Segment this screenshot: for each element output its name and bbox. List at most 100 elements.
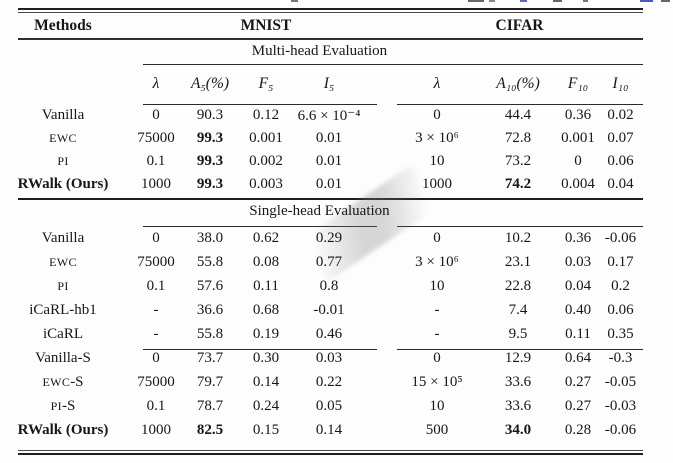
single-head-section-rule	[18, 198, 643, 200]
table-cell: 82.5	[196, 421, 224, 438]
table-cell: 0.01	[315, 176, 343, 192]
table-cell: 0.27	[564, 397, 592, 414]
clipped-text-fragment	[291, 0, 298, 2]
col-header-mnist: MNIST	[240, 16, 292, 34]
method-name: iCaRL-hb1	[18, 298, 136, 322]
table-cell: 0.36	[564, 229, 592, 246]
table-cell: 0.06	[607, 301, 634, 318]
table-cell: 57.6	[196, 277, 224, 294]
table-cell: 0.36	[564, 107, 592, 123]
column-spacer	[370, 150, 396, 173]
clipped-text-fragment	[661, 0, 670, 2]
table-cell: 0.01	[315, 130, 343, 146]
table-cell: 23.1	[504, 253, 532, 270]
table-cell: 0.24	[252, 397, 280, 414]
table-cell: 0	[574, 153, 582, 169]
group-divider-cifar	[397, 349, 643, 351]
table-cell: 10.2	[504, 229, 532, 246]
table-cell: 0.002	[249, 153, 283, 169]
table-cell: 0.15	[252, 421, 280, 438]
table-cell: 15 × 10⁵	[411, 373, 463, 390]
table-cell: 0.04	[564, 277, 592, 294]
column-spacer	[370, 127, 396, 150]
header-rule	[18, 38, 643, 40]
table-cell: 0.001	[561, 130, 595, 146]
table-cell: 0.004	[561, 176, 595, 192]
multi-head-title-rule	[143, 64, 643, 66]
method-name: PI	[18, 274, 136, 298]
method-name: RWalk (Ours)	[18, 173, 136, 196]
metric-header-lambda-mnist: λ	[152, 75, 160, 92]
col-header-cifar: CIFAR	[495, 16, 544, 34]
table-cell: 0.30	[252, 349, 280, 366]
column-spacer	[370, 226, 396, 250]
method-label: RWalk (Ours)	[17, 176, 109, 192]
method-smallcaps: PI	[50, 398, 63, 413]
single-head-cmidrule-cifar	[397, 226, 643, 228]
method-name: EWC -S	[18, 370, 136, 394]
method-name: iCaRL	[18, 322, 136, 346]
table-cell: 0.8	[319, 277, 339, 294]
metric-header-f10: F₁₀	[567, 75, 589, 92]
table-cell: 0.07	[607, 130, 634, 146]
table-cell: 0.27	[564, 373, 592, 390]
table-cell: 1000	[422, 176, 452, 192]
table-cell: 0.64	[564, 349, 592, 366]
table-cell: 74.2	[504, 176, 532, 192]
clipped-text-fragment	[640, 0, 653, 2]
table-cell: 7.4	[508, 301, 528, 318]
table-cell: 73.2	[504, 153, 532, 169]
table-cell: 0.04	[607, 176, 634, 192]
method-label: -S	[62, 397, 76, 414]
table-cell: 75000	[137, 373, 175, 390]
table-cell: 0.1	[146, 153, 166, 169]
table-cell: 9.5	[508, 325, 528, 342]
table-cell: 0.03	[564, 253, 592, 270]
clipped-text-fragment	[489, 0, 495, 2]
table-cell: 0.003	[249, 176, 283, 192]
cmidrule-cifar	[397, 104, 643, 106]
table-cell: 0.11	[253, 277, 279, 294]
table-cell: 0.02	[607, 107, 634, 123]
table-cell: 79.7	[196, 373, 224, 390]
method-smallcaps: EWC	[49, 131, 77, 145]
table-cell: 0.2	[611, 277, 630, 294]
table-cell: 0.03	[315, 349, 343, 366]
table-cell: 1000	[141, 421, 171, 438]
table-cell: -0.3	[608, 349, 633, 366]
column-spacer	[370, 104, 396, 127]
table-cell: 0.77	[315, 253, 343, 270]
table-cell: 0.08	[252, 253, 280, 270]
column-spacer	[370, 298, 396, 322]
table-cell: 33.6	[504, 397, 532, 414]
bottom-rule-thin	[18, 450, 643, 451]
table-cell: 0	[152, 107, 160, 123]
table-cell: 500	[425, 421, 449, 438]
metric-header-lambda-cifar: λ	[433, 75, 441, 92]
table-cell: 0	[152, 349, 160, 366]
method-label: Vanilla	[41, 107, 85, 123]
cmidrule-mnist	[143, 104, 377, 106]
column-spacer	[370, 394, 396, 418]
table-cell: 0.35	[607, 325, 634, 342]
table-cell: 78.7	[196, 397, 224, 414]
metric-header-f5: F₅	[258, 75, 274, 92]
col-header-methods: Methods	[34, 16, 92, 34]
results-table: Methods MNIST CIFAR Multi-head Evaluatio…	[18, 12, 643, 442]
table-cell: -	[153, 301, 159, 318]
table-cell: 3 × 10⁶	[415, 253, 459, 270]
method-label: -S	[70, 373, 84, 390]
method-smallcaps: EWC	[42, 374, 71, 389]
table-cell: 6.6 × 10⁻⁴	[297, 108, 361, 124]
table-cell: 99.3	[196, 176, 224, 192]
table-cell: 72.8	[504, 130, 532, 146]
table-cell: 0.001	[249, 130, 283, 146]
table-cell: -	[434, 301, 440, 318]
method-label: Vanilla	[41, 229, 85, 246]
table-cell: 73.7	[196, 349, 224, 366]
method-smallcaps: PI	[57, 154, 69, 168]
table-cell: -	[153, 325, 159, 342]
table-cell: 0.11	[565, 325, 591, 342]
table-cell: 55.8	[196, 253, 224, 270]
table-cell: 44.4	[504, 107, 532, 123]
